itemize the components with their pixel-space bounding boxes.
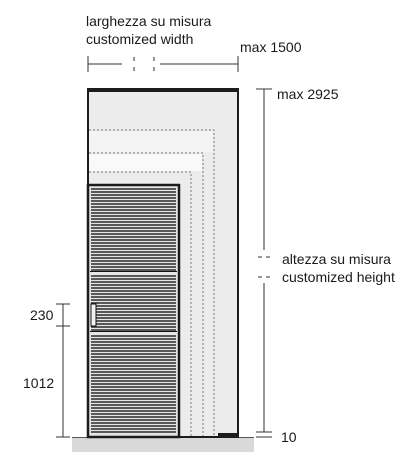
door-rail-gap — [90, 331, 177, 334]
height-label-en: customized height — [282, 269, 395, 285]
handle-height-label: 230 — [30, 307, 54, 323]
size-outline-3 — [89, 171, 192, 436]
door-rail-gap — [90, 271, 177, 274]
width-label-en: customized width — [86, 31, 193, 47]
door-frame — [86, 183, 181, 439]
frame-inner-top — [89, 90, 237, 92]
floor-strip — [72, 437, 254, 452]
panel-band-1 — [89, 131, 213, 152]
size-outline-2 — [89, 152, 204, 436]
width-label-it: larghezza su misura — [86, 13, 211, 29]
max-width-label: max 1500 — [240, 39, 302, 55]
max-height-label: max 2925 — [277, 86, 339, 102]
size-outline-1 — [89, 129, 215, 436]
door-panel — [86, 183, 181, 439]
door-handle — [90, 303, 97, 327]
height-label-it: altezza su misura — [282, 251, 391, 267]
handle-position-label: 1012 — [23, 375, 54, 391]
panel-band-2 — [89, 154, 202, 171]
frame-foot — [218, 433, 238, 437]
floor-clearance-label: 10 — [281, 429, 297, 445]
